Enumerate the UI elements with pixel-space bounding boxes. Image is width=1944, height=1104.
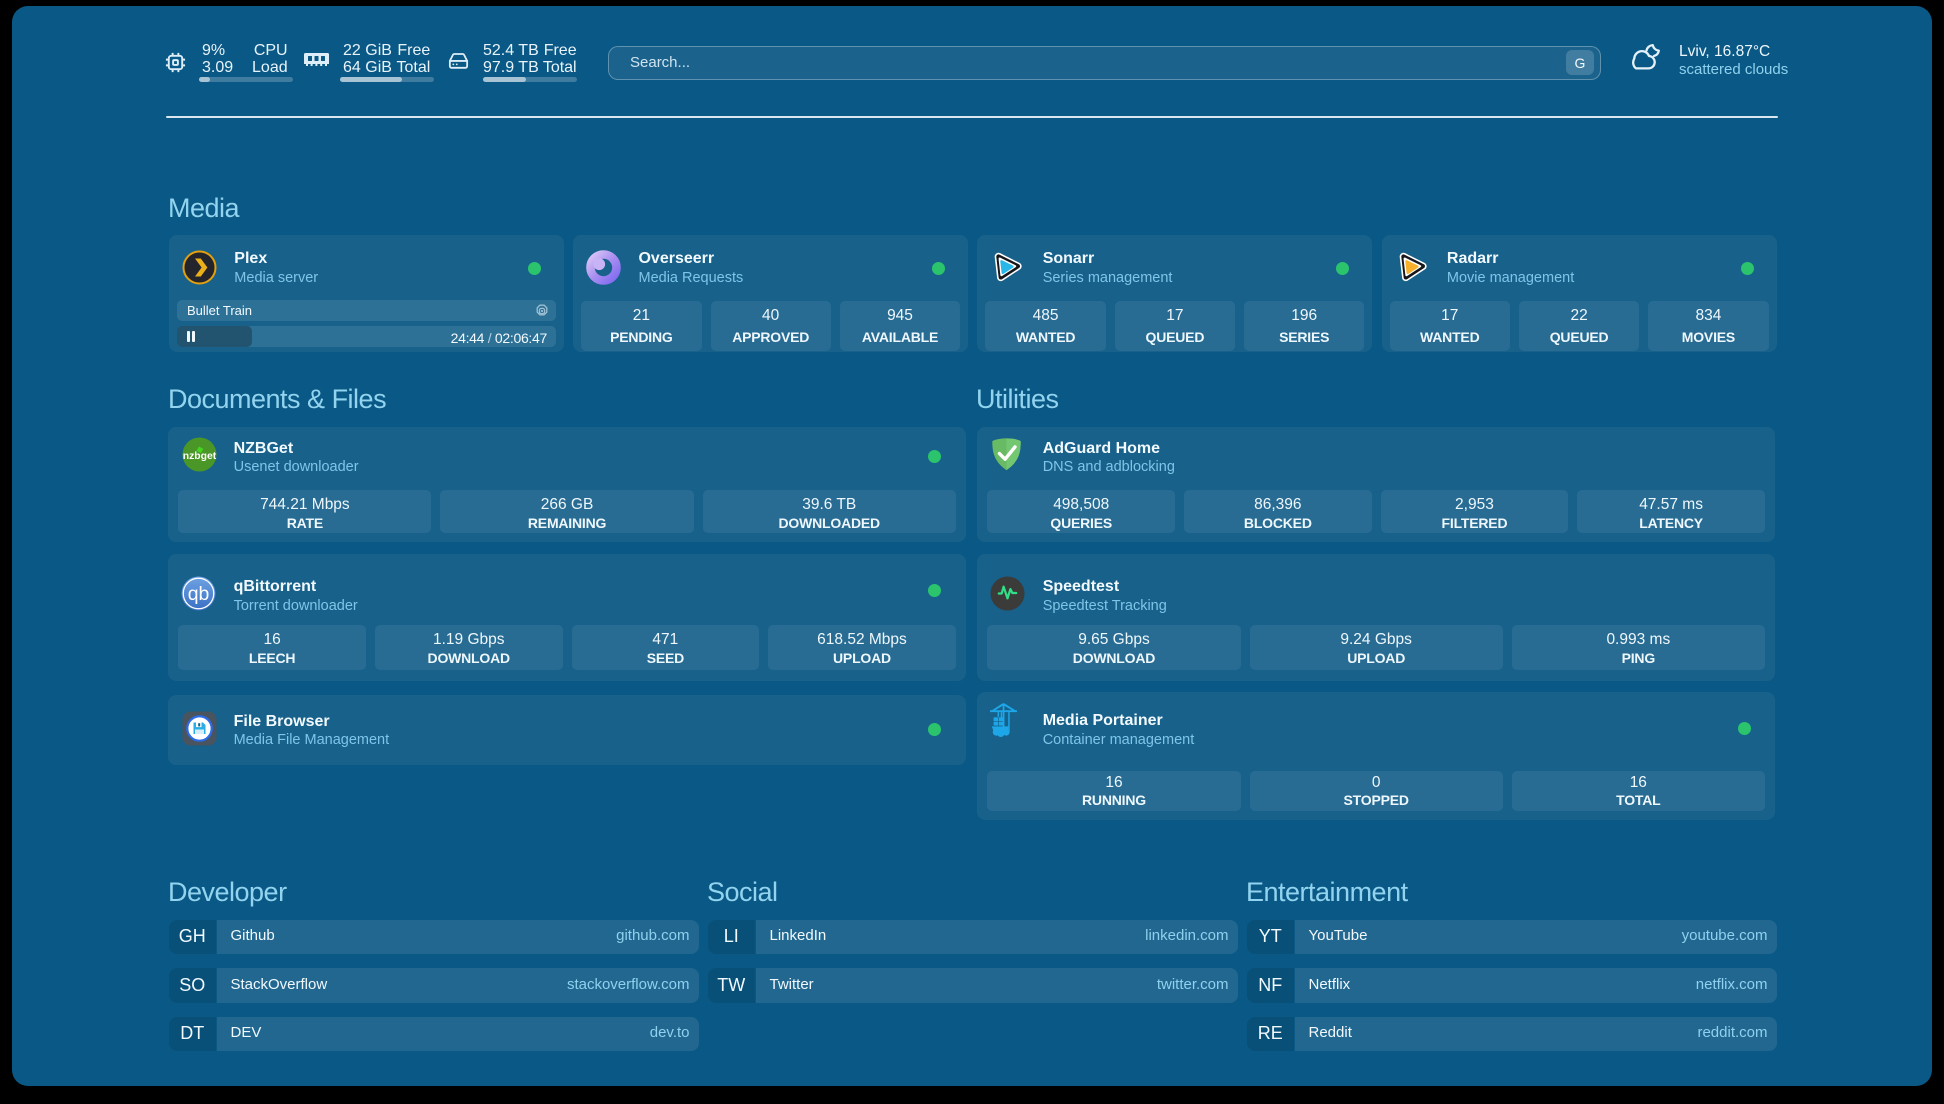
svg-text:qb: qb <box>188 583 210 605</box>
svg-text:nzbget: nzbget <box>182 452 216 463</box>
